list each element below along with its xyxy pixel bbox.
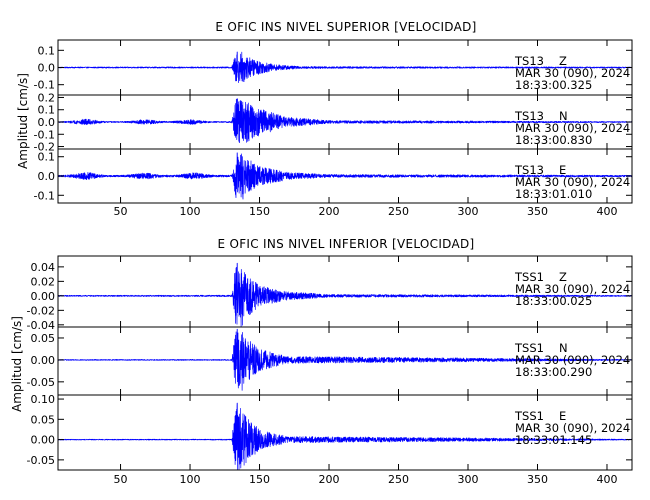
time-label: 18:33:00.325 xyxy=(515,78,592,92)
x-tick-label: 300 xyxy=(458,473,479,486)
upper-figure-title: E OFIC INS NIVEL SUPERIOR [VELOCIDAD] xyxy=(215,20,476,34)
lower-y-axis-label: Amplitud [cm/s] xyxy=(10,316,24,412)
y-tick-label: 0.1 xyxy=(38,44,56,57)
date-label: MAR 30 (090), 2024 xyxy=(515,353,630,367)
y-tick-label: -0.02 xyxy=(27,304,55,317)
panel-frame xyxy=(57,394,633,471)
seismic-trace xyxy=(57,262,633,327)
seismic-trace xyxy=(57,402,633,471)
seismic-trace xyxy=(57,98,633,144)
station-label: TSS1 xyxy=(514,409,544,423)
x-tick-label: 50 xyxy=(114,473,128,486)
y-tick-label: 0.10 xyxy=(31,393,56,406)
y-tick-label: 0.00 xyxy=(31,290,56,303)
y-tick-label: 0.2 xyxy=(38,91,56,104)
channel-label: E xyxy=(559,163,566,177)
channel-label: N xyxy=(559,109,568,123)
x-tick-label: 300 xyxy=(458,205,479,218)
y-tick-label: 0.1 xyxy=(38,151,56,164)
date-label: MAR 30 (090), 2024 xyxy=(515,282,630,296)
y-tick-label: 0.05 xyxy=(31,413,56,426)
y-tick-label: 0.1 xyxy=(38,104,56,117)
station-label: TS13 xyxy=(514,109,544,123)
x-tick-label: 400 xyxy=(596,205,617,218)
y-tick-label: 0.00 xyxy=(31,354,56,367)
time-label: 18:33:00.025 xyxy=(515,294,592,308)
date-label: MAR 30 (090), 2024 xyxy=(515,421,630,435)
seismic-trace xyxy=(57,51,633,84)
x-tick-label: 350 xyxy=(527,205,548,218)
y-tick-label: -0.1 xyxy=(34,189,55,202)
y-tick-label: 0.05 xyxy=(31,332,56,345)
x-tick-label: 150 xyxy=(249,205,270,218)
time-label: 18:33:00.290 xyxy=(515,365,592,379)
x-tick-label: 350 xyxy=(527,473,548,486)
y-tick-label: 0.00 xyxy=(31,434,56,447)
time-label: 18:33:01.010 xyxy=(515,187,592,201)
y-tick-label: 0.0 xyxy=(38,170,56,183)
channel-label: N xyxy=(559,341,568,355)
date-label: MAR 30 (090), 2024 xyxy=(515,175,630,189)
station-label: TSS1 xyxy=(514,270,544,284)
upper-y-axis-label: Amplitud [cm/s] xyxy=(16,73,30,169)
station-label: TS13 xyxy=(514,54,544,68)
seismic-trace xyxy=(57,152,633,200)
time-label: 18:33:00.830 xyxy=(515,133,592,147)
date-label: MAR 30 (090), 2024 xyxy=(515,66,630,80)
station-label: TSS1 xyxy=(514,341,544,355)
time-label: 18:33:01.145 xyxy=(515,433,592,447)
lower-figure-title: E OFIC INS NIVEL INFERIOR [VELOCIDAD] xyxy=(217,237,474,251)
y-tick-label: 0.0 xyxy=(38,62,56,75)
y-tick-label: -0.05 xyxy=(27,454,55,467)
y-tick-label: -0.04 xyxy=(27,319,55,332)
channel-label: Z xyxy=(559,54,567,68)
x-tick-label: 400 xyxy=(596,473,617,486)
channel-label: Z xyxy=(559,270,567,284)
x-tick-label: 250 xyxy=(388,473,409,486)
x-tick-label: 100 xyxy=(180,205,201,218)
y-tick-label: -0.1 xyxy=(34,128,55,141)
x-tick-label: 150 xyxy=(249,473,270,486)
x-tick-label: 200 xyxy=(319,473,340,486)
y-tick-label: -0.2 xyxy=(34,141,55,154)
y-tick-label: 0.04 xyxy=(31,261,56,274)
y-tick-label: 0.02 xyxy=(31,275,56,288)
x-tick-label: 50 xyxy=(114,205,128,218)
x-tick-label: 100 xyxy=(180,473,201,486)
y-tick-label: -0.1 xyxy=(34,79,55,92)
x-tick-label: 200 xyxy=(319,205,340,218)
y-tick-label: -0.05 xyxy=(27,376,55,389)
x-tick-label: 250 xyxy=(388,205,409,218)
station-label: TS13 xyxy=(514,163,544,177)
channel-label: E xyxy=(559,409,566,423)
date-label: MAR 30 (090), 2024 xyxy=(515,121,630,135)
seismic-trace xyxy=(57,328,633,391)
y-tick-label: 0.0 xyxy=(38,116,56,129)
